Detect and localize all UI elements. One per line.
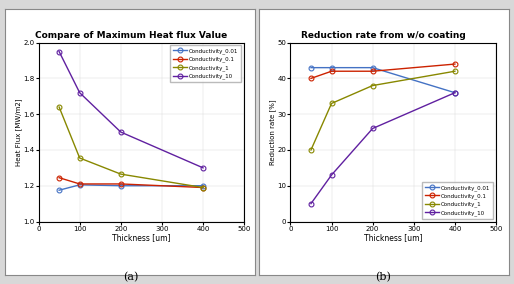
Conductivity_10 bbox=[370, 127, 376, 130]
Line: Conductivity_10: Conductivity_10 bbox=[57, 49, 206, 170]
Line: Conductivity_10: Conductivity_10 bbox=[308, 90, 457, 206]
Conductivity_1 bbox=[118, 172, 124, 176]
Conductivity_0.01 bbox=[56, 189, 62, 192]
Conductivity_0.1 bbox=[452, 62, 458, 66]
Conductivity_1 bbox=[56, 105, 62, 109]
Conductivity_0.1 bbox=[308, 77, 314, 80]
Line: Conductivity_1: Conductivity_1 bbox=[308, 69, 457, 153]
Conductivity_10 bbox=[328, 173, 335, 177]
Conductivity_0.01 bbox=[308, 66, 314, 69]
Conductivity_10 bbox=[200, 166, 206, 170]
Conductivity_0.01 bbox=[370, 66, 376, 69]
Conductivity_10 bbox=[452, 91, 458, 94]
Text: Reduction rate from w/o coating: Reduction rate from w/o coating bbox=[301, 31, 465, 40]
Conductivity_10 bbox=[77, 91, 83, 94]
Conductivity_1 bbox=[77, 156, 83, 160]
Conductivity_1 bbox=[328, 102, 335, 105]
Conductivity_1 bbox=[200, 186, 206, 189]
Conductivity_0.1 bbox=[370, 70, 376, 73]
Conductivity_0.01 bbox=[328, 66, 335, 69]
Conductivity_0.1 bbox=[118, 182, 124, 186]
Conductivity_1 bbox=[308, 148, 314, 152]
Conductivity_10 bbox=[308, 202, 314, 205]
Conductivity_1 bbox=[370, 84, 376, 87]
X-axis label: Thickness [um]: Thickness [um] bbox=[112, 233, 171, 242]
Conductivity_10 bbox=[56, 50, 62, 53]
Text: (a): (a) bbox=[123, 272, 139, 282]
Line: Conductivity_0.1: Conductivity_0.1 bbox=[57, 175, 206, 190]
Y-axis label: Heat Flux [MW/m2]: Heat Flux [MW/m2] bbox=[15, 98, 22, 166]
Conductivity_0.1 bbox=[328, 70, 335, 73]
Conductivity_0.01 bbox=[200, 184, 206, 187]
Conductivity_1 bbox=[452, 70, 458, 73]
Conductivity_0.1 bbox=[77, 182, 83, 186]
Conductivity_0.1 bbox=[200, 186, 206, 189]
Line: Conductivity_1: Conductivity_1 bbox=[57, 105, 206, 190]
Conductivity_0.1 bbox=[56, 176, 62, 179]
Conductivity_0.01 bbox=[77, 183, 83, 187]
Legend: Conductivity_0.01, Conductivity_0.1, Conductivity_1, Conductivity_10: Conductivity_0.01, Conductivity_0.1, Con… bbox=[170, 45, 242, 82]
Conductivity_0.01 bbox=[118, 184, 124, 187]
Conductivity_0.01 bbox=[452, 91, 458, 94]
Line: Conductivity_0.01: Conductivity_0.01 bbox=[308, 65, 457, 95]
X-axis label: Thickness [um]: Thickness [um] bbox=[364, 233, 423, 242]
Legend: Conductivity_0.01, Conductivity_0.1, Conductivity_1, Conductivity_10: Conductivity_0.01, Conductivity_0.1, Con… bbox=[422, 182, 493, 219]
Text: (b): (b) bbox=[375, 272, 391, 282]
Line: Conductivity_0.01: Conductivity_0.01 bbox=[57, 182, 206, 193]
Line: Conductivity_0.1: Conductivity_0.1 bbox=[308, 62, 457, 81]
Conductivity_10 bbox=[118, 130, 124, 134]
Text: Compare of Maximum Heat flux Value: Compare of Maximum Heat flux Value bbox=[35, 31, 227, 40]
Y-axis label: Reduction rate [%]: Reduction rate [%] bbox=[269, 99, 276, 165]
